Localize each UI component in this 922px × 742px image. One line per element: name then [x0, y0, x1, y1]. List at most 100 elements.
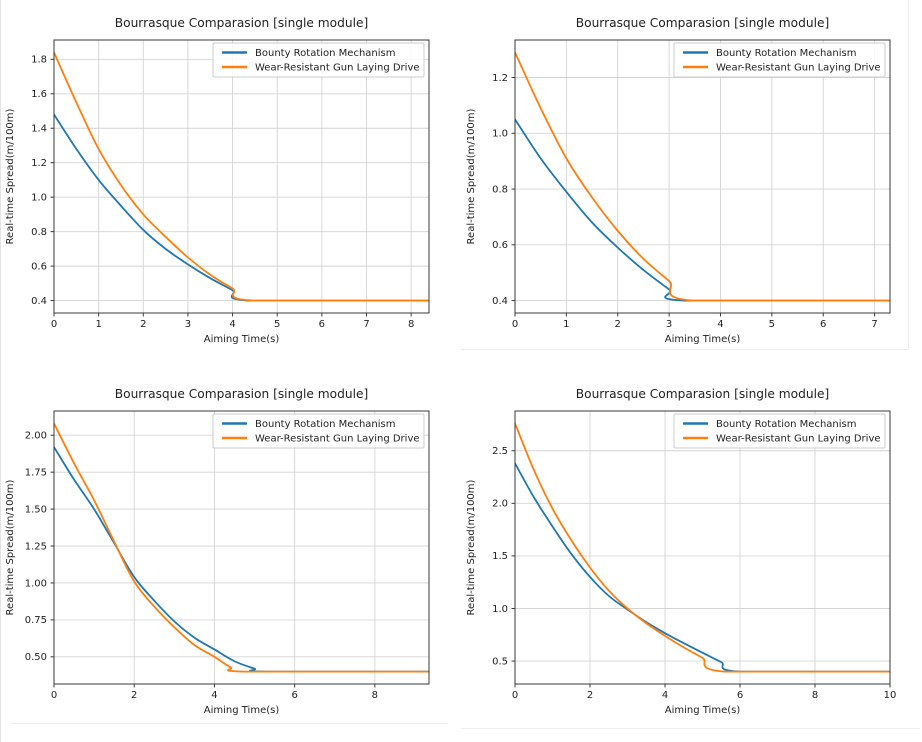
legend-entry: Bounty Rotation Mechanism	[716, 48, 856, 59]
axes-spine	[53, 410, 430, 685]
legend: Bounty Rotation Mechanism Wear-Resistant …	[212, 413, 425, 449]
legend: Bounty Rotation Mechanism Wear-Resistant …	[673, 413, 886, 449]
y-tick-label: 0.75	[25, 615, 47, 626]
x-tick-label: 0	[51, 690, 57, 701]
x-tick-label: 4	[662, 690, 668, 701]
y-axis-label: Real-time Spread(m/100m)	[466, 479, 477, 615]
x-axis-label: Aiming Time(s)	[204, 334, 280, 345]
y-tick-label: 1.2	[31, 158, 47, 169]
legend-box	[673, 413, 886, 449]
series-line-bounty-rotation-mechanism	[514, 462, 890, 673]
y-tick-label: 1.2	[492, 73, 508, 84]
y-tick-label: 1.75	[25, 467, 47, 478]
chart-bottom-right: 0 2 4 6 8 10 0.5 1.0 1.5 2.0 2.5 Bourrasque Compara…	[461, 371, 922, 742]
x-tick-label: 6	[737, 690, 743, 701]
y-tick-label: 2.5	[492, 446, 508, 457]
chart-svg: 0 1 2 3 4 5 6 7 0.4 0.6 0.8 1.0 1.2 Bourrasque Compar…	[466, 16, 891, 345]
legend-box	[212, 413, 425, 449]
axes-spine	[514, 39, 891, 314]
legend-box	[673, 42, 886, 78]
axes-spine	[514, 410, 891, 685]
x-tick-label: 7	[871, 319, 877, 330]
series-line-wear-resistant-gun-laying-drive	[514, 423, 890, 673]
y-tick-label: 1.4	[31, 124, 47, 135]
legend-entry: Bounty Rotation Mechanism	[716, 419, 856, 430]
x-tick-label: 6	[291, 690, 297, 701]
legend-entry: Wear-Resistant Gun Laying Drive	[716, 434, 881, 445]
legend-box	[212, 42, 425, 78]
series-line-wear-resistant-gun-laying-drive	[53, 423, 429, 673]
y-tick-label: 1.00	[25, 578, 47, 589]
x-tick-label: 5	[274, 319, 280, 330]
y-tick-label: 1.0	[492, 604, 508, 615]
chart-title: Bourrasque Comparasion [single module]	[576, 387, 829, 401]
y-tick-label: 1.0	[31, 192, 47, 203]
y-tick-label: 2.00	[25, 431, 47, 442]
y-tick-label: 1.25	[25, 541, 47, 552]
series-line-bounty-rotation-mechanism	[514, 118, 890, 302]
y-axis-label: Real-time Spread(m/100m)	[5, 479, 16, 615]
chart-top-right: 0 1 2 3 4 5 6 7 0.4 0.6 0.8 1.0 1.2 Bourrasque Compar…	[461, 0, 922, 371]
x-tick-label: 0	[512, 319, 518, 330]
series-line-wear-resistant-gun-laying-drive	[53, 52, 429, 302]
chart-svg: 0 1 2 3 4 5 6 7 8 0.4 0.6 0.8 1.0 1.2 1.4 1.6 1.8 Bourras…	[5, 16, 430, 345]
x-tick-label: 1	[563, 319, 569, 330]
series-line-bounty-rotation-mechanism	[53, 446, 429, 673]
chart-top-left: 0 1 2 3 4 5 6 7 8 0.4 0.6 0.8 1.0 1.2 1.4 1.6 1.8 Bourras…	[0, 0, 461, 371]
y-tick-label: 0.4	[31, 296, 47, 307]
y-axis-label: Real-time Spread(m/100m)	[5, 108, 16, 244]
x-tick-label: 3	[185, 319, 191, 330]
legend: Bounty Rotation Mechanism Wear-Resistant …	[212, 42, 425, 78]
x-tick-label: 3	[666, 319, 672, 330]
axes-spine	[53, 39, 430, 314]
chart-title: Bourrasque Comparasion [single module]	[115, 387, 368, 401]
y-tick-label: 0.5	[492, 656, 508, 667]
legend-entry: Bounty Rotation Mechanism	[255, 48, 395, 59]
y-axis-label: Real-time Spread(m/100m)	[466, 108, 477, 244]
y-tick-label: 0.6	[31, 261, 47, 272]
chart-bottom-left: 0 2 4 6 8 0.50 0.75 1.00 1.25 1.50 1.75 2.00 Bourras…	[0, 371, 461, 742]
x-tick-label: 1	[95, 319, 101, 330]
x-tick-label: 2	[140, 319, 146, 330]
y-tick-label: 1.8	[31, 55, 47, 66]
x-tick-label: 4	[211, 690, 217, 701]
x-tick-label: 8	[372, 690, 378, 701]
y-tick-label: 2.0	[492, 499, 508, 510]
legend-entry: Bounty Rotation Mechanism	[255, 419, 395, 430]
y-tick-label: 0.8	[31, 227, 47, 238]
series-line-wear-resistant-gun-laying-drive	[514, 52, 890, 302]
y-tick-label: 0.50	[25, 652, 47, 663]
x-axis-label: Aiming Time(s)	[665, 334, 741, 345]
x-tick-label: 2	[587, 690, 593, 701]
y-tick-label: 1.50	[25, 504, 47, 515]
x-tick-label: 7	[363, 319, 369, 330]
x-tick-label: 2	[131, 690, 137, 701]
x-tick-label: 4	[717, 319, 723, 330]
x-tick-label: 6	[820, 319, 826, 330]
chart-title: Bourrasque Comparasion [single module]	[115, 16, 368, 30]
legend-entry: Wear-Resistant Gun Laying Drive	[255, 434, 420, 445]
x-tick-label: 4	[229, 319, 235, 330]
chart-svg: 0 2 4 6 8 0.50 0.75 1.00 1.25 1.50 1.75 2.00 Bourras…	[5, 387, 430, 716]
x-tick-label: 6	[319, 319, 325, 330]
chart-svg: 0 2 4 6 8 10 0.5 1.0 1.5 2.0 2.5 Bourrasque Compara…	[466, 387, 897, 716]
legend-entry: Wear-Resistant Gun Laying Drive	[255, 63, 420, 74]
x-tick-label: 8	[812, 690, 818, 701]
y-tick-label: 0.6	[492, 240, 508, 251]
y-tick-label: 1.0	[492, 129, 508, 140]
x-tick-label: 8	[408, 319, 414, 330]
y-tick-label: 0.4	[492, 296, 508, 307]
chart-title: Bourrasque Comparasion [single module]	[576, 16, 829, 30]
legend-entry: Wear-Resistant Gun Laying Drive	[716, 63, 881, 74]
x-tick-label: 5	[769, 319, 775, 330]
x-tick-label: 0	[512, 690, 518, 701]
x-axis-label: Aiming Time(s)	[204, 705, 280, 716]
y-tick-label: 0.8	[492, 184, 508, 195]
series-line-bounty-rotation-mechanism	[53, 113, 429, 302]
x-axis-label: Aiming Time(s)	[665, 705, 741, 716]
x-tick-label: 10	[884, 690, 897, 701]
y-tick-label: 1.6	[31, 89, 47, 100]
y-tick-label: 1.5	[492, 551, 508, 562]
x-tick-label: 2	[615, 319, 621, 330]
